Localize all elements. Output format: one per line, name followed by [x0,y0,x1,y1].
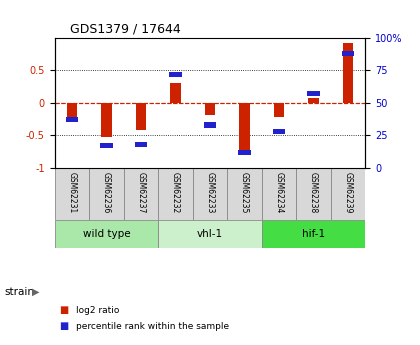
Text: ■: ■ [59,306,68,315]
Bar [136,103,146,130]
Bar [67,103,77,121]
Text: GSM62235: GSM62235 [240,172,249,214]
Text: percentile rank within the sample: percentile rank within the sample [76,322,229,331]
Bar [238,150,251,155]
Bar [158,168,193,220]
Bar [331,168,365,220]
Bar [239,103,250,152]
Text: ▶: ▶ [32,287,39,296]
Text: GSM62234: GSM62234 [275,172,284,214]
Bar [343,43,353,103]
Bar [193,168,227,220]
Bar [170,83,181,103]
Text: GSM62237: GSM62237 [136,172,145,214]
Bar [66,117,78,122]
Bar [55,220,158,248]
Bar [204,122,216,128]
Bar [205,103,215,115]
Text: wild type: wild type [83,229,130,239]
Bar [262,220,365,248]
Text: strain: strain [4,287,34,296]
Bar [297,168,331,220]
Text: GSM62233: GSM62233 [205,172,215,214]
Bar [101,103,112,137]
Text: log2 ratio: log2 ratio [76,306,119,315]
Text: GSM62232: GSM62232 [171,172,180,214]
Bar [100,143,113,148]
Bar [262,168,297,220]
Bar [169,72,182,77]
Bar [273,129,285,134]
Bar [274,103,284,117]
Text: GSM62236: GSM62236 [102,172,111,214]
Bar [55,168,89,220]
Bar [89,168,123,220]
Text: vhl-1: vhl-1 [197,229,223,239]
Text: GDS1379 / 17644: GDS1379 / 17644 [70,22,181,36]
Text: GSM62239: GSM62239 [344,172,353,214]
Bar [342,51,354,56]
Bar [123,168,158,220]
Text: ■: ■ [59,321,68,331]
Bar [135,142,147,147]
Text: hif-1: hif-1 [302,229,325,239]
Bar [307,91,320,97]
Bar [227,168,262,220]
Bar [158,220,262,248]
Text: GSM62231: GSM62231 [67,172,76,214]
Text: GSM62238: GSM62238 [309,172,318,214]
Bar [308,98,319,103]
